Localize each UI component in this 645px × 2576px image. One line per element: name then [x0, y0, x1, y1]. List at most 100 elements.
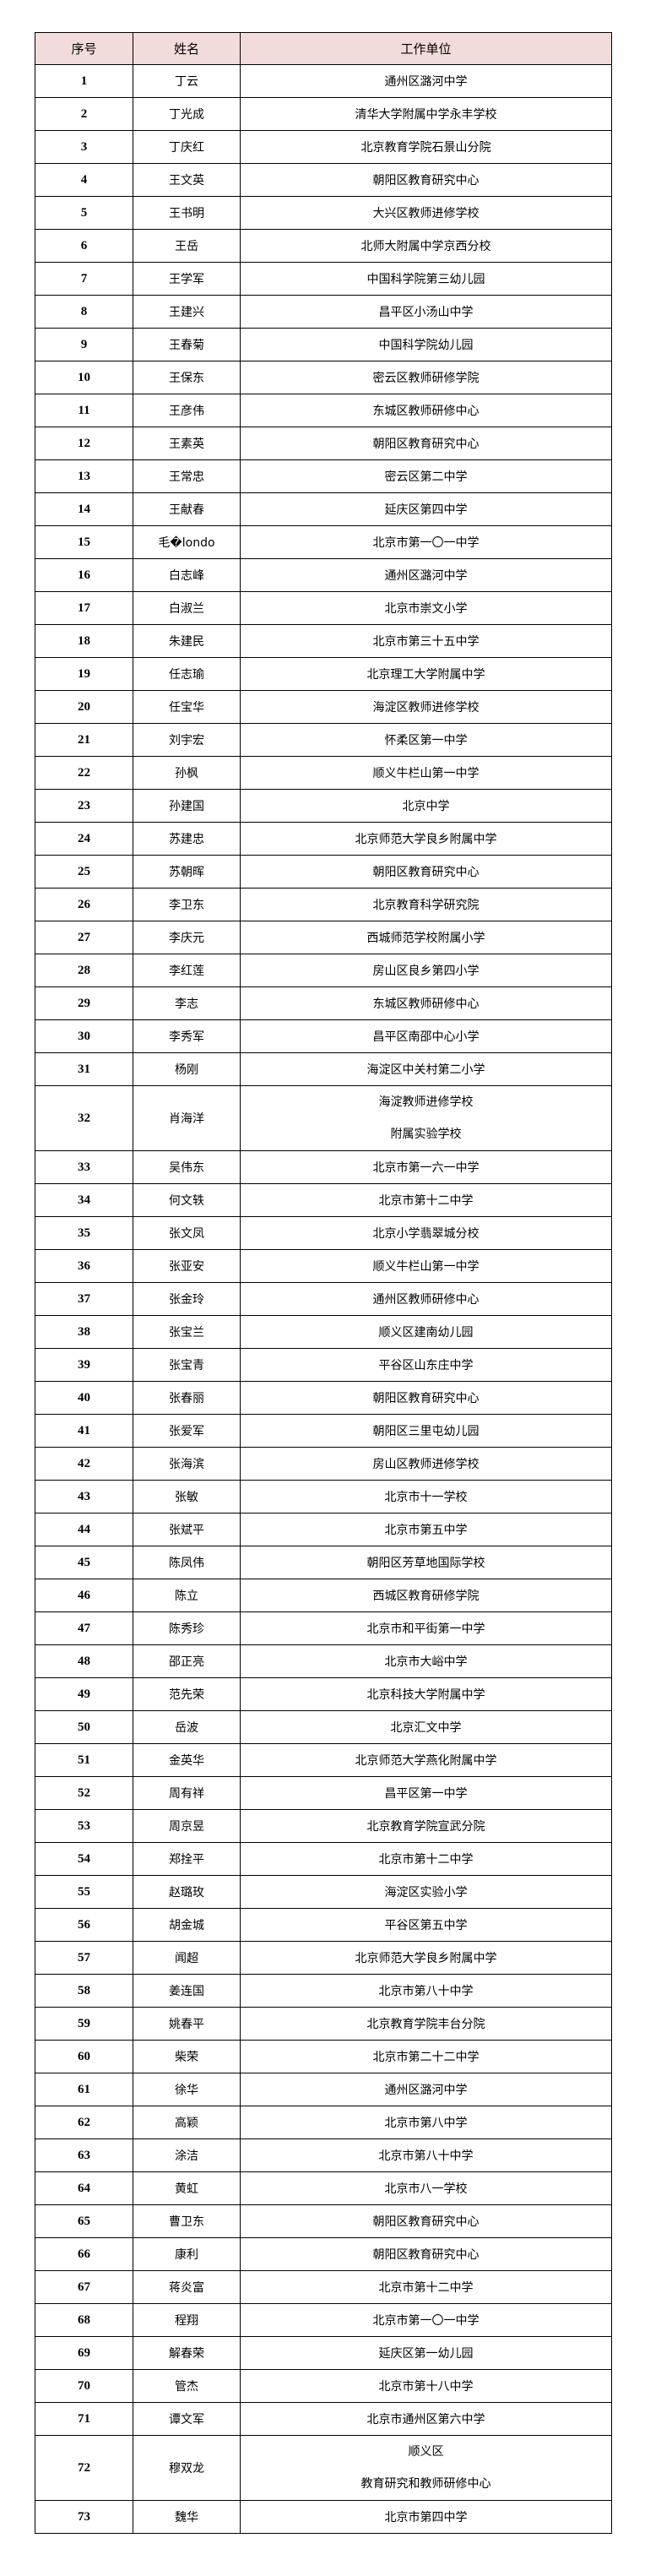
workplace-cell: 北京市第八十中学 [240, 1974, 612, 2008]
name-cell: 张春丽 [133, 1381, 241, 1415]
table-row: 53 周京昱 北京教育学院宣武分院 [35, 1809, 612, 1843]
workplace-cell: 海淀区实验小学 [240, 1875, 612, 1909]
table-row: 3 丁庆红 北京教育学院石景山分院 [35, 130, 612, 164]
table-row: 54 郑拴平 北京市第十二中学 [35, 1842, 612, 1876]
table-row: 21 刘宇宏 怀柔区第一中学 [35, 723, 612, 757]
table-row: 27 李庆元 西城师范学校附属小学 [35, 921, 612, 954]
serial-number-cell: 53 [35, 1809, 133, 1843]
table-row: 2 丁光成 清华大学附属中学永丰学校 [35, 97, 612, 131]
workplace-cell: 北京市第十二中学 [240, 1183, 612, 1217]
workplace-cell: 平谷区第五中学 [240, 1908, 612, 1942]
name-cell: 张宝青 [133, 1348, 241, 1382]
workplace-cell: 昌平区第一中学 [240, 1776, 612, 1810]
workplace-cell: 通州区潞河中学 [240, 2073, 612, 2106]
name-cell: 陈秀珍 [133, 1611, 241, 1645]
name-cell: 任宝华 [133, 690, 241, 724]
workplace-cell: 顺义牛栏山第一中学 [240, 756, 612, 790]
serial-number-cell: 62 [35, 2106, 133, 2139]
workplace-cell: 通州区教师研修中心 [240, 1282, 612, 1316]
table-header: 序号 姓名 工作单位 [35, 32, 612, 65]
workplace-cell: 顺义区建南幼儿园 [240, 1315, 612, 1349]
table-row: 24 苏建忠 北京师范大学良乡附属中学 [35, 822, 612, 856]
table-row: 8 王建兴 昌平区小汤山中学 [35, 295, 612, 329]
name-cell: 涂洁 [133, 2139, 241, 2172]
table-row: 17 白淑兰 北京市崇文小学 [35, 591, 612, 625]
table-row: 63 涂洁 北京市第八十中学 [35, 2139, 612, 2172]
workplace-cell: 东城区教师研修中心 [240, 394, 612, 427]
workplace-cell: 北京师范大学良乡附属中学 [240, 1941, 612, 1975]
workplace-cell: 北京中学 [240, 789, 612, 823]
name-cell: 郑拴平 [133, 1842, 241, 1876]
serial-number-cell: 21 [35, 723, 133, 757]
workplace-cell: 清华大学附属中学永丰学校 [240, 97, 612, 131]
workplace-cell: 怀柔区第一中学 [240, 723, 612, 757]
workplace-cell: 北京市大峪中学 [240, 1644, 612, 1678]
workplace-cell: 北京市第一〇一中学 [240, 2303, 612, 2337]
workplace-cell: 昌平区小汤山中学 [240, 295, 612, 329]
serial-number-cell: 71 [35, 2402, 133, 2436]
name-cell: 程翔 [133, 2303, 241, 2337]
name-cell: 张宝兰 [133, 1315, 241, 1349]
table-row: 48 邵正亮 北京市大峪中学 [35, 1644, 612, 1678]
workplace-cell: 北京市崇文小学 [240, 591, 612, 625]
workplace-cell: 北京市第十二中学 [240, 2270, 612, 2304]
name-cell: 吴伟东 [133, 1150, 241, 1184]
serial-number-cell: 7 [35, 262, 133, 296]
workplace-cell: 朝阳区教育研究中心 [240, 1381, 612, 1415]
table-row: 56 胡金城 平谷区第五中学 [35, 1908, 612, 1942]
name-cell: 朱建民 [133, 624, 241, 658]
table-row: 4 王文英 朝阳区教育研究中心 [35, 163, 612, 197]
table-row: 61 徐华 通州区潞河中学 [35, 2073, 612, 2106]
serial-number-cell: 45 [35, 1546, 133, 1579]
serial-number-cell: 40 [35, 1381, 133, 1415]
name-cell: 邵正亮 [133, 1644, 241, 1678]
workplace-cell: 朝阳区教育研究中心 [240, 2204, 612, 2238]
header-workplace: 工作单位 [240, 32, 612, 65]
table-row: 5 王书明 大兴区教师进修学校 [35, 196, 612, 230]
table-row: 30 李秀军 昌平区南邵中心小学 [35, 1019, 612, 1053]
name-cell: 陈立 [133, 1579, 241, 1612]
serial-number-cell: 13 [35, 459, 133, 493]
name-cell: 张金玲 [133, 1282, 241, 1316]
name-cell: 肖海洋 [133, 1085, 241, 1151]
name-cell: 何文轶 [133, 1183, 241, 1217]
serial-number-cell: 12 [35, 427, 133, 460]
workplace-cell: 通州区潞河中学 [240, 558, 612, 592]
serial-number-cell: 57 [35, 1941, 133, 1975]
workplace-cell: 房山区良乡第四小学 [240, 954, 612, 987]
workplace-cell: 密云区第二中学 [240, 459, 612, 493]
workplace-cell: 海淀区教师进修学校 [240, 690, 612, 724]
name-cell: 柴荣 [133, 2040, 241, 2073]
serial-number-cell: 55 [35, 1875, 133, 1909]
serial-number-cell: 28 [35, 954, 133, 987]
name-cell: 赵璐玫 [133, 1875, 241, 1909]
table-row: 14 王献春 延庆区第四中学 [35, 492, 612, 526]
table-row: 57 闻超 北京师范大学良乡附属中学 [35, 1941, 612, 1975]
name-cell: 王素英 [133, 427, 241, 460]
table-row: 41 张爱军 朝阳区三里屯幼儿园 [35, 1414, 612, 1448]
serial-number-cell: 56 [35, 1908, 133, 1942]
workplace-cell: 房山区教师进修学校 [240, 1447, 612, 1481]
name-cell: 李秀军 [133, 1019, 241, 1053]
workplace-cell: 西城师范学校附属小学 [240, 921, 612, 954]
workplace-cell: 北京市八一学校 [240, 2171, 612, 2205]
table-row: 26 李卫东 北京教育科学研究院 [35, 888, 612, 921]
table-body: 1 丁云 通州区潞河中学 2 丁光成 清华大学附属中学永丰学校 3 丁庆红 北京教育学院石景山分… [35, 64, 612, 2534]
table-row: 67 蒋炎富 北京市第十二中学 [35, 2270, 612, 2304]
table-row: 52 周有祥 昌平区第一中学 [35, 1776, 612, 1810]
name-cell: 周有祥 [133, 1776, 241, 1810]
name-cell: 徐华 [133, 2073, 241, 2106]
table-row: 71 谭文军 北京市通州区第六中学 [35, 2402, 612, 2436]
workplace-cell: 北京市第二十二中学 [240, 2040, 612, 2073]
workplace-cell: 北京小学翡翠城分校 [240, 1216, 612, 1250]
serial-number-cell: 31 [35, 1052, 133, 1086]
workplace-cell: 北京教育学院宣武分院 [240, 1809, 612, 1843]
workplace-cell: 海淀区中关村第二小学 [240, 1052, 612, 1086]
name-cell: 康利 [133, 2237, 241, 2271]
table-row: 50 岳波 北京汇文中学 [35, 1710, 612, 1744]
table-row: 33 吴伟东 北京市第一六一中学 [35, 1150, 612, 1184]
workplace-cell: 顺义牛栏山第一中学 [240, 1249, 612, 1283]
table-row: 65 曹卫东 朝阳区教育研究中心 [35, 2204, 612, 2238]
table-row: 36 张亚安 顺义牛栏山第一中学 [35, 1249, 612, 1283]
serial-number-cell: 20 [35, 690, 133, 724]
